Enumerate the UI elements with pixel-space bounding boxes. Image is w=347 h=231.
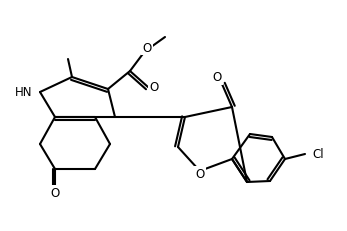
Text: Cl: Cl bbox=[312, 148, 324, 161]
Text: O: O bbox=[50, 187, 60, 200]
Text: O: O bbox=[212, 71, 222, 84]
Text: O: O bbox=[142, 41, 152, 54]
Text: HN: HN bbox=[15, 86, 32, 99]
Text: O: O bbox=[149, 81, 159, 94]
Text: O: O bbox=[195, 168, 205, 181]
